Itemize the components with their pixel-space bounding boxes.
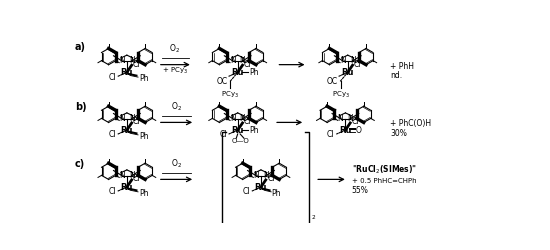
Text: O$_2$: O$_2$: [171, 101, 182, 113]
Text: N: N: [338, 114, 343, 123]
Text: Cl: Cl: [133, 60, 141, 69]
Text: N: N: [348, 114, 353, 123]
Text: Cl: Cl: [267, 174, 274, 184]
Text: Ph: Ph: [249, 126, 258, 134]
Text: Ru: Ru: [232, 126, 244, 134]
Text: Cl: Cl: [327, 130, 334, 139]
Text: + PhH: + PhH: [390, 62, 414, 71]
Text: Cl: Cl: [219, 130, 227, 139]
Text: N: N: [240, 56, 245, 66]
Text: 55%: 55%: [351, 186, 368, 196]
Text: Ph: Ph: [272, 189, 281, 198]
Text: Cl: Cl: [243, 187, 250, 196]
Text: N: N: [119, 56, 125, 66]
Text: N: N: [119, 171, 125, 180]
Text: Ru: Ru: [342, 68, 354, 77]
Text: + PhC(O)H: + PhC(O)H: [390, 120, 432, 128]
Text: Ph: Ph: [139, 189, 148, 198]
Text: PCy$_3$: PCy$_3$: [222, 90, 239, 100]
Text: OC: OC: [327, 78, 338, 86]
Text: N: N: [230, 114, 235, 123]
Text: N: N: [263, 171, 269, 180]
Text: Cl: Cl: [351, 118, 359, 126]
Text: Cl: Cl: [108, 187, 116, 196]
Text: PCy$_3$: PCy$_3$: [332, 90, 350, 100]
Text: Ph: Ph: [139, 132, 148, 141]
Text: Cl: Cl: [108, 130, 116, 139]
Text: N: N: [129, 171, 135, 180]
Text: OC: OC: [217, 78, 228, 86]
Text: Ru: Ru: [255, 182, 267, 192]
Text: 30%: 30%: [390, 129, 407, 138]
Text: + 0.5 PhHC=CHPh: + 0.5 PhHC=CHPh: [351, 178, 416, 184]
Text: $_2$: $_2$: [311, 213, 317, 222]
Text: N: N: [340, 56, 346, 66]
Text: Cl: Cl: [133, 174, 141, 184]
Text: O$_2$: O$_2$: [171, 158, 182, 170]
Text: Cl: Cl: [133, 118, 141, 126]
Text: N: N: [129, 56, 135, 66]
Text: Ru: Ru: [120, 68, 133, 77]
Text: O$_2$: O$_2$: [169, 43, 180, 56]
Text: Cl: Cl: [244, 118, 251, 126]
Text: Ru: Ru: [120, 182, 133, 192]
Text: a): a): [75, 42, 86, 52]
Text: Ru: Ru: [120, 126, 133, 134]
Text: Cl: Cl: [244, 60, 251, 69]
Text: c): c): [75, 159, 85, 169]
Text: N: N: [350, 56, 355, 66]
Text: O: O: [356, 126, 362, 134]
Text: O—O: O—O: [231, 138, 249, 143]
Text: Ph: Ph: [139, 74, 148, 83]
Text: b): b): [75, 102, 86, 112]
Text: N: N: [253, 171, 259, 180]
Text: N: N: [230, 56, 235, 66]
Text: nd.: nd.: [390, 71, 403, 80]
Text: N: N: [129, 114, 135, 123]
Text: Ru: Ru: [232, 68, 244, 77]
Text: Cl: Cl: [108, 72, 116, 82]
Text: Ph: Ph: [249, 68, 258, 77]
Text: Ru: Ru: [339, 126, 351, 134]
Text: N: N: [240, 114, 245, 123]
Text: N: N: [119, 114, 125, 123]
Text: Cl: Cl: [354, 60, 361, 69]
Text: + PCy$_3$: + PCy$_3$: [162, 66, 188, 76]
Text: "RuCl$_2$(SIMes)": "RuCl$_2$(SIMes)": [351, 164, 417, 176]
